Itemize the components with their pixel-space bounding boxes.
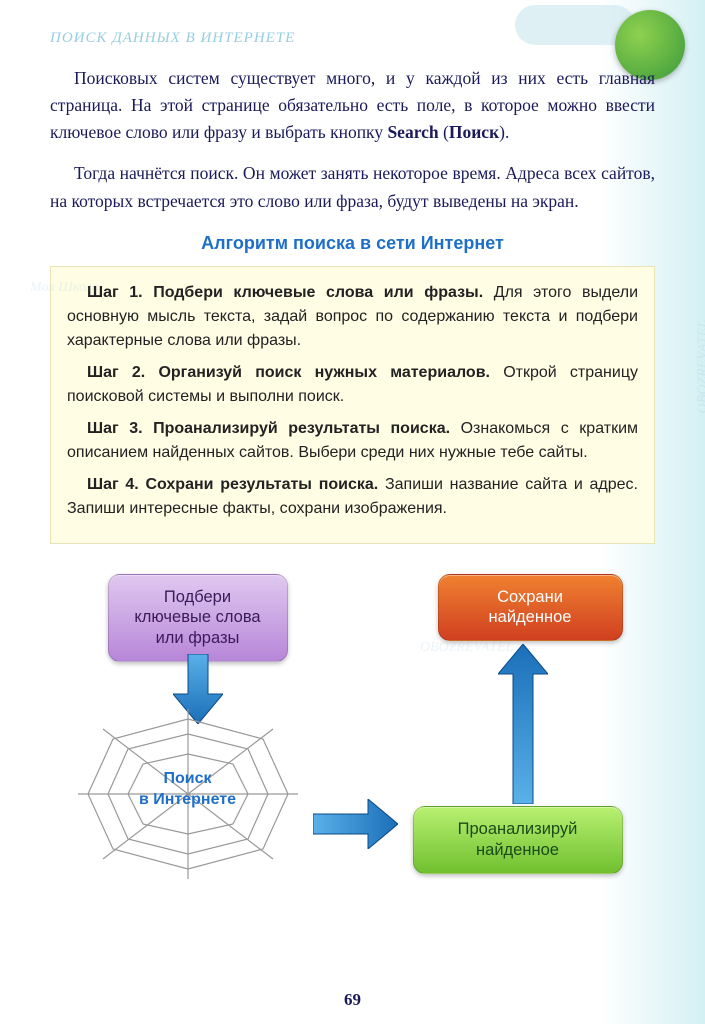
step-3: Шаг 3. Проанализируй результаты поиска. … [67,417,638,465]
paragraph-1: Поисковых систем существует много, и у к… [50,65,655,146]
step-1-label: Шаг 1. Подбери ключевые слова или фразы. [87,284,483,301]
page-content: ПОИСК ДАННЫХ В ИНТЕРНЕТЕ Поисковых систе… [0,0,705,924]
node-keywords: Подбериключевые словаили фразы [108,574,288,662]
node-save-text: Сохранинайденное [489,588,572,627]
arrow-right-icon [313,799,398,849]
node-save: Сохранинайденное [438,574,623,641]
arrow-up-icon [498,644,548,804]
step-4-label: Шаг 4. Сохрани результаты поиска. [87,476,378,493]
paragraph-2: Тогда начнётся поиск. Он может занять не… [50,160,655,214]
node-search-text: Поискв Интернете [139,769,236,811]
step-3-label: Шаг 3. Проанализируй результаты поиска. [87,420,450,437]
step-4: Шаг 4. Сохрани результаты поиска. Запиши… [67,473,638,521]
step-1: Шаг 1. Подбери ключевые слова или фразы.… [67,281,638,353]
section-header: ПОИСК ДАННЫХ В ИНТЕРНЕТЕ [50,30,655,47]
step-2-label: Шаг 2. Организуй поиск нужных материалов… [87,364,490,381]
p1-text-a: Поисковых систем существует много, и у к… [50,68,655,142]
algorithm-title: Алгоритм поиска в сети Интернет [50,233,655,254]
p1-bold-search: Search [387,122,438,142]
node-analyze: Проанализируйнайденное [413,806,623,873]
node-search-web: Поискв Интернете [73,704,303,884]
p1-bold-poisk: Поиск [449,122,499,142]
p1-mid: ( [439,122,449,142]
algorithm-box: Шаг 1. Подбери ключевые слова или фразы.… [50,266,655,544]
node-keywords-text: Подбериключевые словаили фразы [134,588,260,647]
p1-end: ). [499,122,509,142]
node-analyze-text: Проанализируйнайденное [458,820,578,859]
step-2: Шаг 2. Организуй поиск нужных материалов… [67,361,638,409]
flowchart-diagram: Подбериключевые словаили фразы Сохранина… [53,574,653,904]
page-number: 69 [344,990,361,1010]
